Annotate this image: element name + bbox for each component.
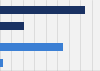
Bar [0,22,24,30]
Bar [0,43,63,51]
Bar [0,59,3,67]
Bar [0,6,85,14]
